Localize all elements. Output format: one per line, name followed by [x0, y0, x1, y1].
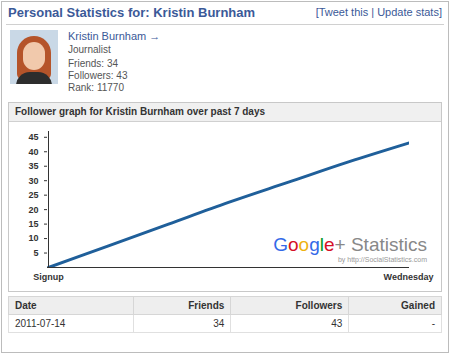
- html-text:34: 34: [213, 318, 225, 329]
- svg-text:40: 40: [28, 147, 38, 157]
- html-text:[Tweet this | Update stats]: [Tweet this | Update stats]: [315, 6, 442, 18]
- html-text:Friends: 34: Friends: 34: [68, 58, 118, 69]
- svg-text:25: 25: [28, 190, 38, 200]
- html-text:Rank: 11770: Rank: 11770: [68, 82, 124, 93]
- html-text:Date: Date: [15, 300, 37, 311]
- svg-text:35: 35: [28, 161, 38, 171]
- svg-text:30: 30: [28, 176, 38, 186]
- html-text:G o o g l e + S t a t i s t i: G o o g l e + S t a t i s t i c s: [273, 234, 427, 255]
- svg-text:45: 45: [28, 132, 38, 142]
- svg-text:5: 5: [33, 248, 38, 258]
- html-text:Followers: Followers: [295, 300, 343, 311]
- html-text:Personal Statistics for: Krist: Personal Statistics for: Kristin Burnham: [8, 5, 256, 20]
- html-text:2011-07-14: 2011-07-14: [15, 318, 66, 329]
- svg-text:10: 10: [28, 233, 38, 243]
- svg-text:Signup: Signup: [33, 272, 64, 282]
- html-text:Followers: 43: Followers: 43: [68, 70, 128, 81]
- html-text:Gained: Gained: [401, 300, 435, 311]
- html-text:Kristin Burnham →: Kristin Burnham →: [68, 30, 161, 42]
- html-text:Follower graph for Kristin Bur: Follower graph for Kristin Burnham over …: [15, 106, 266, 117]
- html-text:43: 43: [331, 318, 343, 329]
- html-text:by http://SocialStatistics.com: by http://SocialStatistics.com: [337, 256, 427, 263]
- svg-text:15: 15: [28, 219, 38, 229]
- svg-text:Wednesday: Wednesday: [384, 272, 434, 282]
- svg-text:20: 20: [28, 205, 38, 215]
- html-text:Friends: Friends: [188, 300, 225, 311]
- html-text:Journalist: Journalist: [68, 44, 111, 55]
